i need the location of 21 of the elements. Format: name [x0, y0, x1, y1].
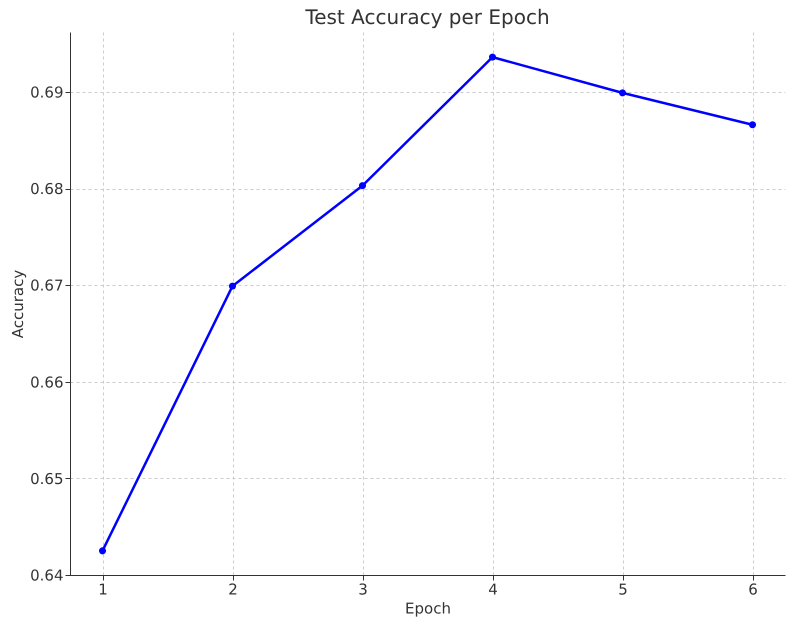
x-tick-label: 6 [748, 580, 758, 598]
point [98, 547, 106, 554]
x-tick-label: 4 [488, 580, 498, 598]
y-axis-title: Accuracy [9, 270, 28, 338]
point [748, 121, 756, 128]
point [618, 89, 626, 96]
x-axis-title: Epoch [405, 600, 451, 618]
point [228, 282, 236, 290]
y-tick-label: 0.64 [30, 566, 64, 584]
x-tick-label: 5 [618, 580, 628, 598]
chart-title: Test Accuracy per Epoch [304, 5, 550, 29]
y-tick-label: 0.65 [30, 470, 64, 488]
x-tick-label: 2 [228, 580, 238, 598]
y-tick-label: 0.69 [30, 83, 64, 102]
y-tick-label: 0.68 [30, 180, 64, 198]
point [488, 54, 496, 61]
y-tick-label: 0.67 [30, 276, 64, 295]
y-tick-label: 0.66 [30, 373, 64, 392]
x-tick-label: 3 [358, 580, 368, 598]
point [358, 182, 366, 190]
x-tick-label: 1 [98, 580, 108, 598]
